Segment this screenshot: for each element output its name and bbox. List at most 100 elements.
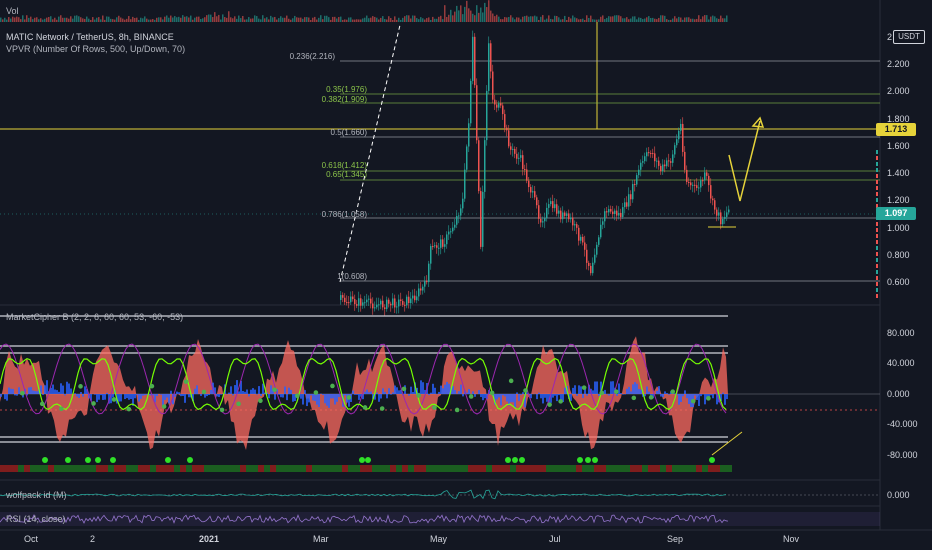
money-flow-bar: [408, 394, 410, 396]
money-flow-bar: [256, 394, 258, 395]
trend-strip-segment: [720, 465, 726, 472]
volume-bar: [156, 17, 158, 22]
money-flow-bar: [334, 394, 336, 405]
money-flow-bar: [154, 394, 156, 403]
volume-bar: [298, 17, 300, 22]
vpvr-label[interactable]: VPVR (Number Of Rows, 500, Up/Down, 70): [6, 44, 186, 54]
wolfpack-title[interactable]: wolfpack id (M): [6, 490, 67, 500]
money-flow-bar: [188, 394, 190, 398]
money-flow-bar: [658, 386, 660, 394]
symbol-title[interactable]: MATIC Network / TetherUS, 8h, BINANCE: [6, 32, 174, 42]
trend-strip-segment: [432, 465, 438, 472]
money-flow-bar: [510, 394, 512, 403]
volume-bar: [64, 17, 66, 22]
money-flow-bar: [720, 394, 722, 401]
candle-body: [564, 212, 566, 216]
volume-bar: [374, 16, 376, 22]
oscillator-title[interactable]: MarketCipher B (2, 2, 6, 60, 60, 53, -60…: [6, 312, 184, 322]
money-flow-bar: [276, 389, 278, 394]
volume-bar: [240, 18, 242, 22]
volume-bar: [198, 16, 200, 22]
money-flow-bar: [588, 384, 590, 394]
volume-bar: [18, 17, 20, 22]
volume-bar: [440, 15, 442, 22]
signal-dot: [258, 398, 263, 404]
money-flow-bar: [468, 389, 470, 394]
candle-body: [506, 127, 508, 131]
currency-button[interactable]: USDT: [893, 30, 925, 44]
money-flow-bar: [458, 391, 460, 394]
volume-bar: [80, 17, 82, 22]
money-flow-bar: [172, 394, 174, 405]
candle-body: [876, 252, 878, 256]
money-flow-bar: [336, 394, 338, 402]
volume-bar: [344, 19, 346, 22]
signal-dot: [468, 394, 474, 399]
money-flow-bar: [236, 380, 238, 394]
candle-body: [462, 198, 464, 209]
money-flow-bar: [616, 394, 618, 396]
fib-label: 1(0.608): [337, 272, 367, 281]
buy-signal-dot: [187, 457, 193, 463]
money-flow-bar: [170, 390, 172, 394]
candle-body: [624, 202, 626, 208]
volume-bar: [570, 18, 572, 22]
trend-strip-segment: [654, 465, 660, 472]
trend-strip-segment: [24, 465, 30, 472]
candle-body: [428, 263, 430, 283]
last-price-badge: 1.097: [876, 207, 916, 220]
money-flow-bar: [310, 394, 312, 396]
volume-bar: [692, 18, 694, 22]
candle-body: [630, 194, 632, 200]
money-flow-bar: [0, 394, 2, 397]
volume-bar: [630, 18, 632, 22]
trend-strip-segment: [414, 465, 420, 472]
signal-dot: [20, 390, 25, 396]
trend-strip-segment: [180, 465, 186, 472]
volume-bar: [12, 16, 14, 22]
signal-dot: [614, 389, 619, 394]
money-flow-bar: [696, 394, 698, 400]
volume-bar: [88, 18, 90, 22]
money-flow-bar: [184, 394, 186, 403]
money-flow-bar: [530, 394, 532, 399]
money-flow-bar: [260, 394, 262, 396]
candle-body: [502, 105, 504, 115]
signal-dot: [379, 406, 385, 411]
volume-bar: [478, 12, 480, 22]
volume-bar: [146, 18, 148, 22]
candle-body: [876, 162, 878, 166]
volume-bar: [388, 16, 390, 22]
candle-body: [390, 303, 392, 306]
volume-bar: [698, 15, 700, 22]
trend-strip-segment: [294, 465, 300, 472]
trend-strip-segment: [438, 465, 444, 472]
money-flow-bar: [64, 394, 66, 396]
candle-body: [598, 237, 600, 245]
time-axis-label: Jul: [549, 534, 561, 544]
candle-body: [876, 246, 878, 250]
volume-bar: [706, 15, 708, 22]
money-flow-bar: [518, 394, 520, 402]
volume-bar: [384, 18, 386, 22]
volume-bar: [542, 15, 544, 22]
volume-bar: [406, 15, 408, 22]
money-flow-bar: [440, 385, 442, 394]
volume-bar: [266, 17, 268, 22]
fib-label: 0.65(1.345): [326, 170, 367, 179]
money-flow-bar: [710, 394, 712, 396]
candle-body: [876, 204, 878, 208]
money-flow-bar: [668, 394, 670, 395]
volume-bar: [72, 18, 74, 22]
candle-body: [422, 286, 424, 291]
volume-bar: [418, 19, 420, 22]
trend-strip-segment: [54, 465, 60, 472]
money-flow-bar: [608, 394, 610, 396]
rsi-title[interactable]: RSI (14, close): [6, 514, 66, 524]
volume-bar: [682, 19, 684, 22]
volume-bar: [510, 15, 512, 22]
money-flow-bar: [36, 391, 38, 394]
candle-body: [344, 297, 346, 303]
volume-bar: [174, 16, 176, 22]
volume-bar: [60, 15, 62, 22]
